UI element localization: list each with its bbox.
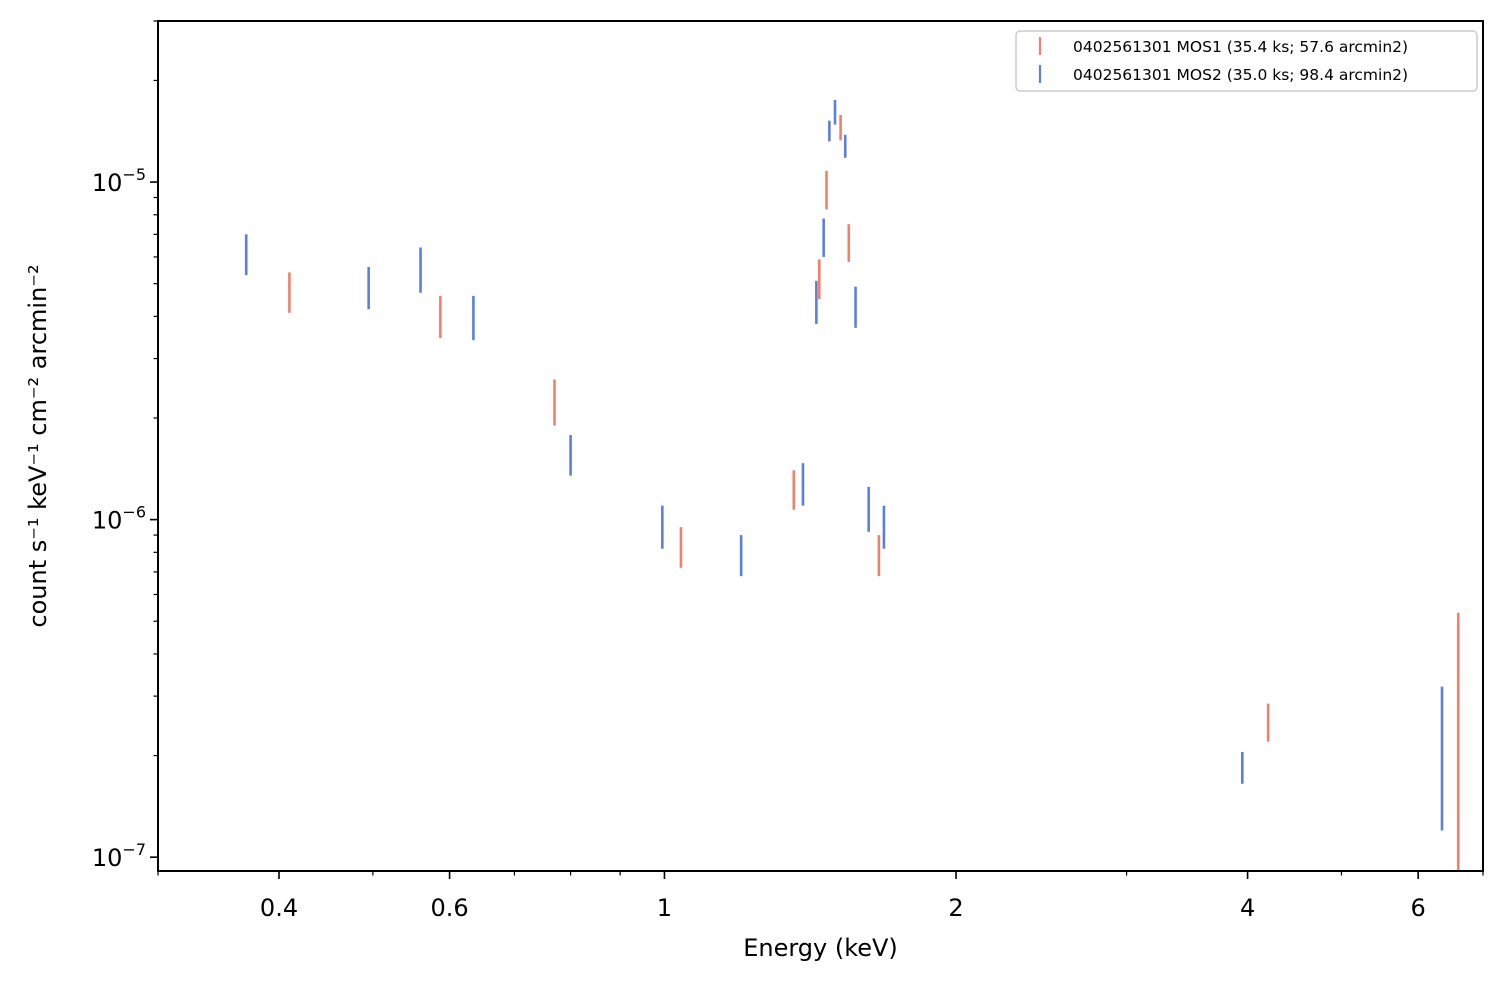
y-tick-label: 10−6 <box>92 503 146 535</box>
y-axis-label: count s⁻¹ keV⁻¹ cm⁻² arcmin⁻² <box>24 264 52 627</box>
x-tick-label: 0.4 <box>260 894 298 922</box>
legend-box <box>1015 30 1478 92</box>
y-tick-label: 10−5 <box>92 165 146 197</box>
x-tick-label: 1 <box>657 894 672 922</box>
legend-label: 0402561301 MOS2 (35.0 ks; 98.4 arcmin2) <box>1073 66 1408 84</box>
x-tick-label: 4 <box>1240 894 1255 922</box>
x-tick-label: 0.6 <box>430 894 468 922</box>
x-axis: 0.4 0.6 1 2 4 6 <box>157 871 1484 922</box>
y-axis: 10−7 10−6 10−5 <box>92 20 158 872</box>
legend: 0402561301 MOS1 (35.4 ks; 57.6 arcmin2) 0… <box>1015 30 1478 92</box>
y-tick-label: 10−7 <box>92 840 146 872</box>
plot-area <box>244 100 1460 871</box>
series-2 <box>244 100 1444 831</box>
plot-frame <box>157 20 1484 872</box>
x-axis-label: Energy (keV) <box>743 934 898 962</box>
series-1 <box>288 114 1460 871</box>
legend-label: 0402561301 MOS1 (35.4 ks; 57.6 arcmin2) <box>1073 38 1408 56</box>
x-tick-label: 2 <box>948 894 963 922</box>
x-tick-label: 6 <box>1411 894 1426 922</box>
